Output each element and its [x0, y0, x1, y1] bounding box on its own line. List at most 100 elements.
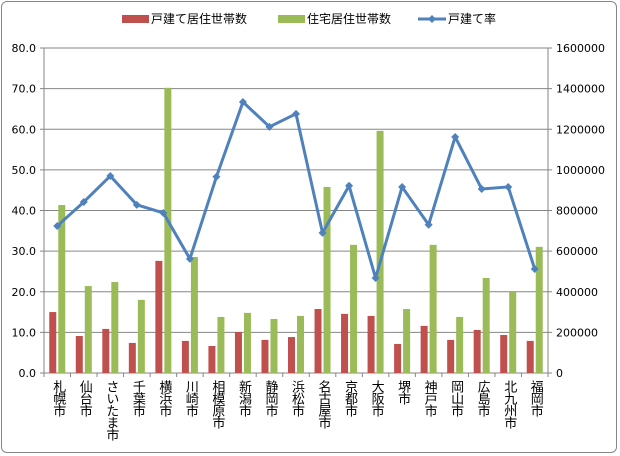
bar-detached — [234, 331, 242, 373]
x-tick-label: 静岡市 — [262, 380, 278, 416]
x-tick-label: 相模原市 — [209, 380, 225, 428]
bar-detached — [155, 260, 163, 373]
x-tick-label: 仙台市 — [76, 380, 92, 416]
x-tick-label: 京都市 — [342, 380, 358, 416]
marker-rate — [530, 265, 539, 273]
bar-detached — [367, 315, 375, 373]
marker-rate — [451, 132, 460, 141]
bar-detached — [526, 340, 534, 373]
bar-households — [190, 257, 198, 373]
marker-rate — [106, 171, 115, 180]
right-tick-label: 1400000 — [556, 83, 605, 96]
x-tick-label: 新潟市 — [235, 380, 251, 416]
left-tick-label: 50.0 — [12, 164, 37, 177]
marker-rate — [132, 200, 141, 209]
right-tick-label: 800000 — [556, 205, 598, 218]
marker-rate — [185, 254, 194, 263]
legend-label: 住宅居住世帯数 — [307, 12, 392, 26]
legend-item-households: 住宅居住世帯数 — [278, 10, 391, 27]
bar-households — [456, 316, 464, 373]
bar-detached — [102, 328, 110, 373]
legend-item-detached: 戸建て居住世帯数 — [122, 10, 247, 27]
bar-households — [111, 282, 119, 373]
bar-households — [429, 244, 437, 373]
bar-detached — [447, 339, 455, 373]
left-tick-label: 20.0 — [12, 286, 37, 299]
bar-households — [482, 277, 490, 373]
marker-rate — [371, 273, 380, 282]
legend-label: 戸建て率 — [448, 12, 497, 26]
x-tick-label: 川崎市 — [182, 380, 198, 416]
right-tick-label: 1000000 — [556, 164, 605, 177]
x-tick-label: 千葉市 — [129, 380, 145, 416]
legend-item-rate: 戸建て率 — [418, 10, 496, 27]
left-tick-label: 10.0 — [12, 326, 37, 339]
bar-households — [84, 286, 92, 373]
right-tick-label: 1600000 — [556, 42, 605, 55]
bar-detached — [49, 312, 57, 373]
marker-rate — [318, 228, 327, 237]
x-tick-label: 北九州市 — [501, 380, 517, 428]
marker-rate — [504, 182, 513, 191]
marker-rate — [159, 208, 168, 217]
legend-line-icon — [418, 14, 446, 23]
x-tick-label: 福岡市 — [527, 380, 543, 416]
x-tick-label: 岡山市 — [448, 380, 464, 416]
bar-detached — [500, 335, 508, 373]
marker-rate — [477, 184, 486, 193]
bar-households — [243, 312, 251, 373]
legend-swatch-red — [122, 14, 149, 23]
x-tick-label: 浜松市 — [289, 380, 304, 416]
x-tick-label: 名古屋市 — [315, 380, 331, 428]
left-tick-label: 0.0 — [19, 367, 37, 380]
legend-label: 戸建て居住世帯数 — [151, 12, 248, 26]
bar-households — [535, 246, 543, 373]
x-tick-label: 札幌市 — [50, 380, 66, 416]
bar-detached — [128, 342, 136, 373]
x-tick-label: 堺市 — [395, 380, 411, 404]
left-tick-label: 80.0 — [12, 42, 37, 55]
bar-detached — [288, 337, 295, 373]
x-tick-label: 神戸市 — [421, 380, 437, 416]
marker-rate — [292, 109, 300, 118]
left-tick-label: 60.0 — [12, 123, 37, 136]
bar-detached — [261, 339, 269, 373]
bar-detached — [394, 343, 402, 373]
marker-rate — [345, 181, 354, 190]
right-tick-label: 1200000 — [556, 123, 605, 136]
marker-rate — [424, 220, 433, 229]
right-tick-label: 600000 — [556, 245, 598, 258]
bar-households — [376, 130, 384, 373]
marker-rate — [238, 98, 247, 107]
right-tick-label: 200000 — [556, 326, 598, 339]
bar-detached — [181, 340, 189, 373]
bar-households — [350, 244, 358, 373]
bar-detached — [341, 313, 349, 373]
marker-rate — [79, 197, 88, 206]
x-tick-label: さいたま市 — [103, 380, 119, 440]
bar-households — [164, 87, 172, 373]
bar-detached — [420, 325, 428, 373]
marker-rate — [265, 122, 274, 131]
left-tick-label: 30.0 — [12, 245, 37, 258]
bar-households — [270, 318, 278, 373]
marker-rate — [398, 182, 407, 191]
left-tick-label: 70.0 — [12, 83, 37, 96]
bar-households — [58, 205, 66, 373]
x-tick-label: 大阪市 — [368, 380, 384, 416]
marker-rate — [53, 221, 62, 230]
bar-detached — [314, 309, 322, 373]
bar-households — [403, 309, 411, 373]
right-tick-label: 0 — [556, 367, 563, 380]
bar-households — [297, 315, 304, 373]
right-tick-label: 400000 — [556, 286, 598, 299]
x-tick-label: 広島市 — [474, 380, 490, 416]
marker-rate — [212, 172, 221, 181]
legend-swatch-green — [278, 14, 305, 23]
bar-detached — [75, 336, 83, 373]
bar-households — [509, 291, 517, 373]
bar-households — [323, 186, 331, 373]
